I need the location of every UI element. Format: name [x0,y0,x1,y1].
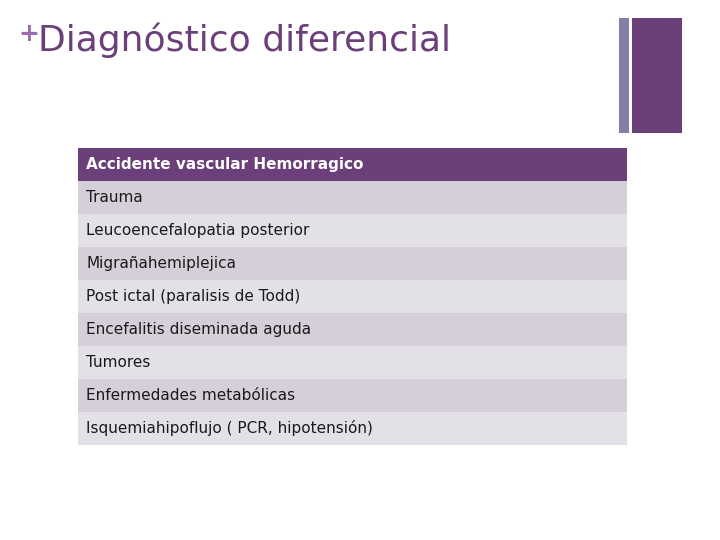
Bar [78,247,627,280]
Text: Trauma: Trauma [86,190,143,205]
Bar [78,346,627,379]
Text: Enfermedades metabólicas: Enfermedades metabólicas [86,388,295,403]
Bar [78,148,627,181]
Bar [78,280,627,313]
Bar [78,379,627,412]
Text: Post ictal (paralisis de Todd): Post ictal (paralisis de Todd) [86,289,300,304]
Bar [78,313,627,346]
Text: Leucoencefalopatia posterior: Leucoencefalopatia posterior [86,223,310,238]
Text: +: + [18,22,39,46]
Bar [78,181,627,214]
Text: Diagnóstico diferencial: Diagnóstico diferencial [38,22,451,57]
Bar [78,214,627,247]
Text: Isquemiahipoflujo ( PCR, hipotensión): Isquemiahipoflujo ( PCR, hipotensión) [86,421,373,436]
Bar [619,18,629,133]
Text: Migrañahemiplejica: Migrañahemiplejica [86,256,236,271]
Bar [78,412,627,445]
Text: Tumores: Tumores [86,355,150,370]
Text: Encefalitis diseminada aguda: Encefalitis diseminada aguda [86,322,311,337]
Text: Accidente vascular Hemorragico: Accidente vascular Hemorragico [86,157,364,172]
Bar [632,18,682,133]
